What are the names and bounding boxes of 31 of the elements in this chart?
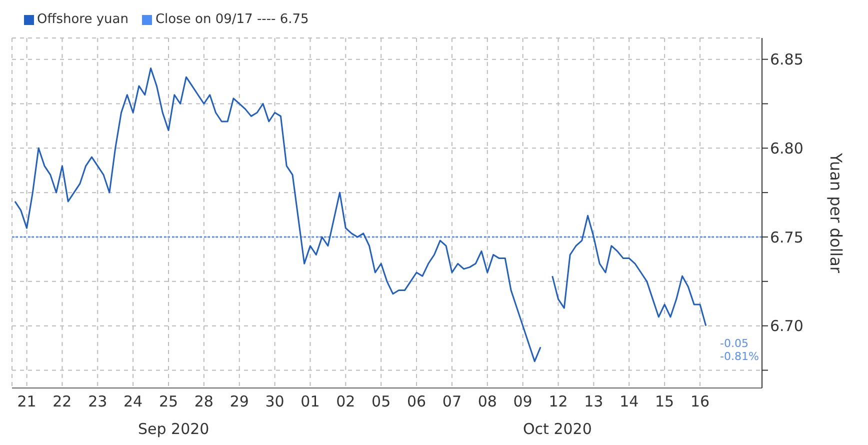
x-tick-label: 15 (655, 392, 674, 411)
y-tick-label: 6.85 (770, 50, 804, 69)
x-tick-label: 07 (442, 392, 462, 411)
x-tick-label: 01 (300, 392, 320, 411)
x-tick-label: 29 (230, 392, 249, 411)
x-tick-label: 02 (336, 392, 356, 411)
legend-label: Offshore yuan (36, 12, 128, 27)
x-tick-label: 09 (513, 392, 532, 411)
x-tick-label: 13 (584, 392, 604, 411)
x-tick-label: 22 (52, 392, 72, 411)
x-tick-label: 28 (194, 392, 214, 411)
text: Sep 2020 (138, 420, 210, 438)
x-tick-label: 16 (690, 392, 710, 411)
x-tick-label: 05 (372, 392, 391, 411)
x-tick-label: 12 (548, 392, 568, 411)
y-tick-label: 6.80 (770, 139, 804, 158)
annotation: -0.05 (720, 337, 748, 350)
x-tick-label: 24 (124, 392, 143, 411)
x-tick-label: 30 (265, 392, 284, 411)
annotation: -0.81% (720, 350, 759, 363)
x-tick-label: 23 (88, 392, 108, 411)
y-axis-title: Yuan per dollar (826, 152, 846, 274)
x-tick-label: 14 (620, 392, 639, 411)
legend-label: Close on 09/17 ---- 6.75 (154, 12, 309, 27)
x-tick-label: 25 (158, 392, 178, 411)
text: Oct 2020 (523, 420, 592, 438)
y-tick-label: 6.75 (770, 228, 804, 246)
x-tick-label: 08 (478, 392, 497, 411)
x-tick-label: 06 (406, 392, 426, 411)
x-tick-label: 21 (17, 392, 36, 411)
y-tick-label: 6.70 (770, 317, 804, 336)
